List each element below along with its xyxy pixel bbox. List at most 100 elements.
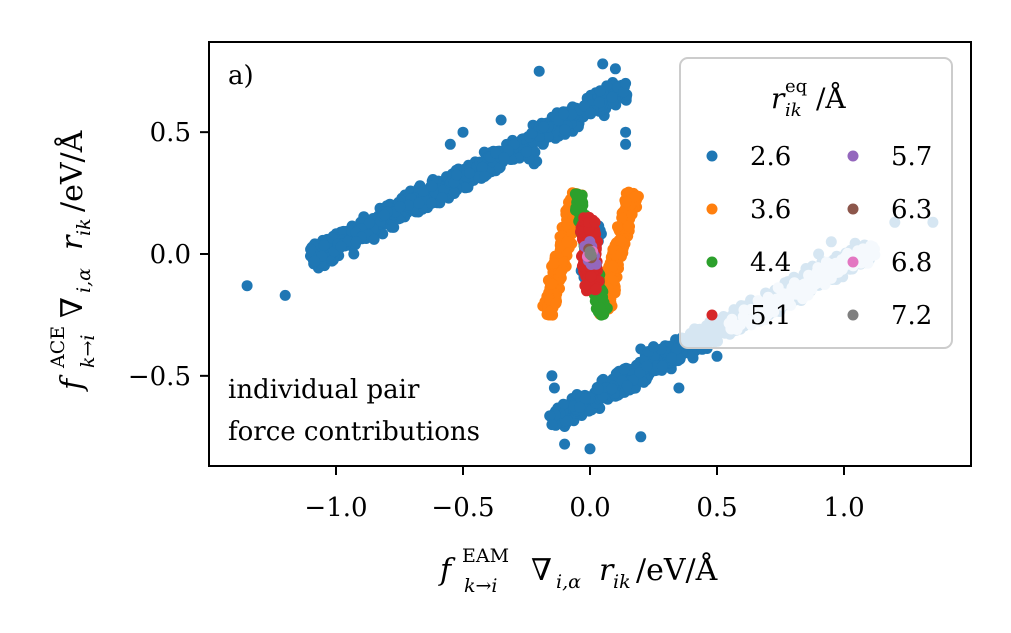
x-label-r: r bbox=[599, 553, 615, 588]
y-label-nabla: ∇ bbox=[55, 297, 90, 318]
data-point-3-6 bbox=[616, 212, 628, 224]
data-point-2-6 bbox=[557, 398, 569, 410]
data-point-2-6 bbox=[641, 360, 653, 372]
data-point-2-6 bbox=[457, 126, 469, 138]
x-label-sup: EAM bbox=[462, 545, 509, 567]
y-label-sup: ACE bbox=[47, 326, 69, 369]
data-point-3-6 bbox=[612, 221, 623, 233]
data-point-2-6 bbox=[648, 341, 659, 353]
legend-marker-7-2 bbox=[847, 309, 859, 321]
data-point-4-4 bbox=[574, 194, 586, 206]
data-point-2-6 bbox=[403, 199, 414, 211]
data-point-2-6 bbox=[436, 192, 448, 203]
data-point-3-6 bbox=[615, 235, 627, 247]
data-point-2-6 bbox=[318, 239, 330, 251]
data-point-2-6 bbox=[451, 169, 463, 181]
y-label-unit: /eV/Å bbox=[54, 130, 90, 212]
legend-label-7-2: 7.2 bbox=[891, 301, 932, 331]
data-point-2-6 bbox=[585, 107, 597, 119]
data-point-2-6 bbox=[673, 382, 685, 394]
data-point-2-6 bbox=[241, 280, 253, 292]
data-point-2-6 bbox=[620, 77, 632, 89]
data-point-5-1 bbox=[589, 216, 601, 228]
x-tick-label: 0.5 bbox=[696, 493, 737, 523]
data-point-3-6 bbox=[615, 248, 627, 260]
legend-title-sub: ik bbox=[785, 100, 802, 121]
data-point-2-6 bbox=[490, 147, 502, 159]
data-point-4-4 bbox=[573, 203, 585, 215]
data-point-2-6 bbox=[620, 126, 632, 138]
data-point-2-6 bbox=[593, 383, 604, 395]
legend-entries: 2.6 3.6 4.4 5.1 5.7 6.3 6.8 7.2 bbox=[706, 142, 932, 331]
data-point-2-6 bbox=[413, 197, 425, 209]
data-point-2-6 bbox=[546, 370, 558, 382]
data-point-3-6 bbox=[545, 305, 557, 317]
data-point-2-6 bbox=[305, 243, 317, 255]
data-point-2-6 bbox=[606, 91, 618, 103]
legend-marker-5-7 bbox=[847, 150, 859, 162]
legend-label-5-1: 5.1 bbox=[750, 301, 791, 331]
data-point-2-6 bbox=[335, 241, 347, 253]
legend-title: r eq ik /Å bbox=[771, 76, 846, 121]
legend-label-6-3: 6.3 bbox=[891, 195, 932, 225]
data-point-2-6 bbox=[448, 187, 460, 199]
data-point-2-6 bbox=[620, 138, 632, 150]
legend-label-4-4: 4.4 bbox=[750, 248, 791, 278]
data-point-2-6 bbox=[394, 201, 406, 213]
data-point-3-6 bbox=[545, 278, 557, 290]
data-point-5-1 bbox=[590, 283, 602, 295]
data-point-2-6 bbox=[338, 225, 349, 237]
data-point-2-6 bbox=[666, 352, 677, 364]
data-point-2-6 bbox=[656, 360, 668, 372]
data-point-2-6 bbox=[476, 161, 488, 173]
data-point-2-6 bbox=[493, 162, 505, 174]
data-point-2-6 bbox=[464, 167, 475, 179]
legend-label-3-6: 3.6 bbox=[750, 195, 791, 225]
y-label-sub: k→i bbox=[77, 334, 99, 368]
legend-title-unit: /Å bbox=[816, 82, 846, 115]
data-point-2-6 bbox=[538, 121, 550, 133]
data-point-2-6 bbox=[514, 152, 525, 164]
legend: r eq ik /Å 2.6 3.6 4.4 5.1 5.7 6.3 6.8 7.2 bbox=[679, 57, 953, 349]
data-point-2-6 bbox=[417, 185, 429, 197]
x-label-nabla-sub: i,α bbox=[556, 571, 581, 593]
x-label-unit: /eV/Å bbox=[636, 552, 718, 588]
data-point-2-6 bbox=[635, 431, 647, 443]
y-label-nabla-sub: i,α bbox=[73, 268, 95, 293]
data-point-2-6 bbox=[279, 289, 291, 301]
data-point-2-6 bbox=[606, 383, 618, 395]
data-point-2-6 bbox=[459, 182, 471, 194]
legend-title-r: r bbox=[771, 82, 786, 115]
data-point-4-4 bbox=[597, 292, 609, 304]
data-point-2-6 bbox=[597, 58, 609, 70]
x-axis-label: f EAM k→i ∇ i,α r ik /eV/Å bbox=[438, 545, 718, 597]
data-point-2-6 bbox=[636, 375, 648, 387]
data-point-2-6 bbox=[618, 86, 629, 98]
data-point-2-6 bbox=[426, 180, 438, 192]
data-point-2-6 bbox=[544, 410, 556, 422]
data-point-2-6 bbox=[521, 146, 532, 158]
data-point-2-6 bbox=[546, 419, 558, 431]
data-point-2-6 bbox=[634, 367, 646, 379]
data-point-2-6 bbox=[711, 350, 723, 362]
data-point-2-6 bbox=[348, 248, 360, 260]
x-tick-label: −1.0 bbox=[304, 493, 367, 523]
legend-title-sup: eq bbox=[785, 76, 807, 97]
data-point-5-1 bbox=[585, 271, 597, 283]
data-point-2-6 bbox=[426, 197, 437, 209]
data-point-3-6 bbox=[548, 257, 560, 269]
data-point-2-6 bbox=[350, 236, 362, 248]
axis-ticks: −1.0 −0.5 0.0 0.5 1.0 −0.5 0.0 0.5 bbox=[128, 118, 865, 523]
data-point-2-6 bbox=[621, 380, 633, 392]
data-point-2-6 bbox=[548, 382, 560, 394]
data-point-3-6 bbox=[629, 191, 641, 203]
y-label-r: r bbox=[55, 234, 90, 250]
data-point-2-6 bbox=[609, 63, 621, 75]
data-point-2-6 bbox=[578, 100, 590, 112]
data-point-3-6 bbox=[561, 236, 573, 248]
panel-label: a) bbox=[228, 61, 254, 91]
y-tick-label: 0.0 bbox=[150, 240, 191, 270]
x-label-sub: k→i bbox=[464, 575, 498, 597]
legend-label-5-7: 5.7 bbox=[891, 142, 932, 172]
